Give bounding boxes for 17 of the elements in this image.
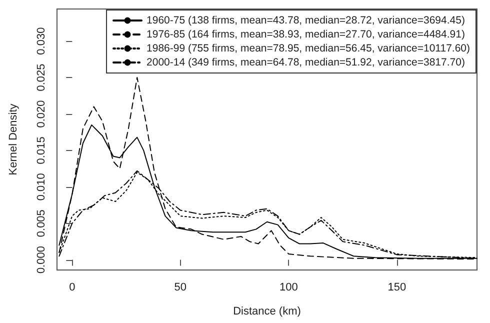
- x-axis-title: Distance (km): [233, 306, 301, 318]
- x-tick-label: 100: [279, 282, 298, 294]
- legend-label: 1976-85 (164 firms, mean=38.93, median=27.70, variance=4484.91): [146, 28, 465, 40]
- y-tick-label: 0.010: [36, 173, 48, 201]
- y-tick-label: 0.025: [36, 64, 48, 92]
- legend-label: 1960-75 (138 firms, mean=43.78, median=28.72, variance=3694.45): [146, 14, 465, 26]
- legend-label: 2000-14 (349 firms, mean=64.78, median=51.92, variance=3817.70): [146, 56, 465, 68]
- legend-label: 1986-99 (755 firms, mean=78.95, median=56.45, variance=10117.60): [146, 42, 470, 54]
- y-tick-label: 0.005: [36, 210, 48, 238]
- x-tick-label: 150: [388, 282, 406, 294]
- y-tick-label: 0.020: [36, 100, 48, 128]
- y-tick-label: 0.000: [36, 246, 48, 274]
- y-tick-label: 0.030: [36, 27, 48, 55]
- x-tick-label: 0: [69, 282, 76, 294]
- x-tick-label: 50: [174, 282, 187, 294]
- y-tick-label: 0.015: [36, 136, 48, 164]
- y-axis-title: Kernel Density: [8, 103, 20, 176]
